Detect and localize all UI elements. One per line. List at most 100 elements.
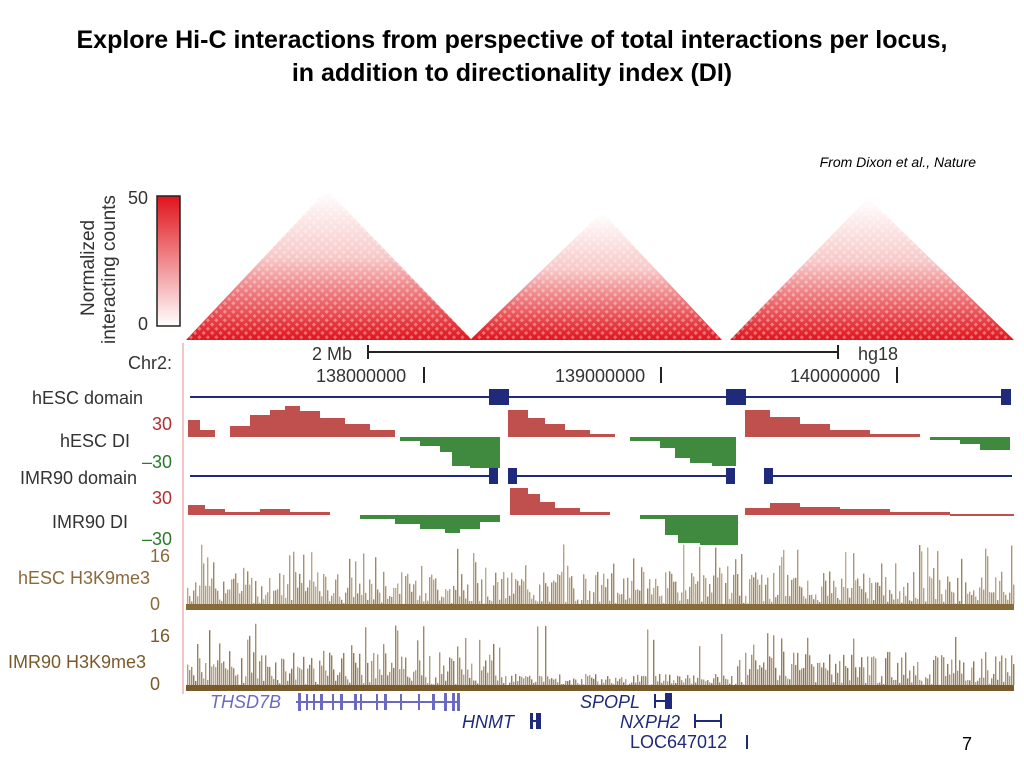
signal-bar bbox=[817, 663, 819, 685]
signal-bar bbox=[899, 682, 901, 685]
signal-bar bbox=[457, 646, 459, 685]
signal-bar bbox=[523, 581, 525, 604]
signal-bar bbox=[755, 660, 757, 685]
signal-bar bbox=[353, 653, 355, 685]
signal-bar bbox=[807, 580, 809, 604]
signal-bar bbox=[703, 575, 705, 604]
signal-bar bbox=[763, 662, 765, 685]
signal-bar bbox=[411, 680, 413, 685]
signal-bar bbox=[377, 589, 379, 604]
signal-bar bbox=[967, 679, 969, 685]
signal-bar bbox=[425, 593, 427, 604]
signal-bar bbox=[923, 588, 925, 604]
signal-bar bbox=[243, 567, 245, 604]
signal-bar bbox=[765, 584, 767, 604]
signal-bar bbox=[617, 592, 619, 604]
signal-bar bbox=[787, 574, 789, 604]
signal-bar bbox=[661, 682, 663, 685]
signal-bar bbox=[549, 679, 551, 685]
signal-bar bbox=[837, 672, 839, 685]
signal-bar bbox=[587, 599, 589, 604]
imr90-di-negative-1 bbox=[330, 515, 500, 533]
signal-bar bbox=[723, 675, 725, 685]
signal-bar bbox=[905, 652, 907, 685]
signal-bar bbox=[459, 596, 461, 604]
signal-bar bbox=[567, 681, 569, 685]
chrom-label: Chr2: bbox=[128, 353, 172, 373]
signal-bar bbox=[497, 582, 499, 604]
citation: From Dixon et al., Nature bbox=[819, 154, 976, 170]
signal-bar bbox=[303, 656, 305, 685]
signal-bar bbox=[693, 675, 695, 685]
signal-bar bbox=[705, 578, 707, 604]
signal-bar bbox=[369, 579, 371, 604]
signal-bar bbox=[895, 679, 897, 685]
signal-bar bbox=[515, 578, 517, 604]
signal-bar bbox=[729, 598, 731, 604]
signal-bar bbox=[761, 574, 763, 604]
signal-bar bbox=[647, 588, 649, 604]
signal-bar bbox=[301, 583, 303, 604]
signal-bar bbox=[749, 579, 751, 604]
signal-bar bbox=[759, 584, 761, 604]
signal-bar bbox=[801, 587, 803, 604]
signal-bar bbox=[519, 585, 521, 604]
signal-bar bbox=[685, 590, 687, 604]
signal-bar bbox=[405, 657, 407, 685]
signal-bar bbox=[413, 671, 415, 685]
signal-bar bbox=[657, 681, 659, 685]
signal-bar bbox=[635, 682, 637, 685]
signal-bar bbox=[445, 680, 447, 685]
signal-bar bbox=[209, 630, 211, 685]
signal-bar bbox=[1003, 681, 1005, 685]
signal-bar bbox=[743, 684, 745, 685]
signal-bar bbox=[727, 679, 729, 685]
signal-bar bbox=[927, 547, 929, 604]
signal-bar bbox=[773, 572, 775, 604]
signal-bar bbox=[405, 576, 407, 604]
signal-bar bbox=[967, 593, 969, 604]
signal-bar bbox=[623, 682, 625, 685]
signal-bar bbox=[421, 675, 423, 685]
signal-bar bbox=[673, 680, 675, 685]
signal-bar bbox=[821, 586, 823, 604]
signal-bar bbox=[999, 580, 1001, 604]
signal-bar bbox=[563, 544, 565, 604]
signal-bar bbox=[829, 571, 831, 604]
signal-bar bbox=[351, 577, 353, 604]
signal-bar bbox=[615, 677, 617, 685]
signal-bar bbox=[477, 583, 479, 604]
signal-bar bbox=[721, 573, 723, 604]
signal-bar bbox=[815, 682, 817, 685]
signal-bar bbox=[471, 663, 473, 685]
signal-bar bbox=[259, 661, 261, 685]
signal-bar bbox=[631, 580, 633, 604]
slide-title-line-2: in addition to directionality index (DI) bbox=[291, 59, 733, 87]
signal-bar bbox=[725, 678, 727, 685]
signal-bar bbox=[879, 586, 881, 604]
signal-bar bbox=[487, 596, 489, 604]
signal-bar bbox=[933, 567, 935, 604]
signal-bar bbox=[987, 556, 989, 604]
signal-bar bbox=[423, 601, 425, 604]
signal-bar bbox=[577, 683, 579, 685]
signal-bar bbox=[877, 582, 879, 604]
signal-bar bbox=[387, 675, 389, 685]
signal-bar bbox=[669, 674, 671, 685]
signal-bar bbox=[455, 589, 457, 604]
signal-bar bbox=[897, 662, 899, 685]
signal-bar bbox=[577, 599, 579, 604]
signal-bar bbox=[505, 676, 507, 685]
signal-bar bbox=[801, 668, 803, 685]
signal-bar bbox=[799, 670, 801, 685]
signal-bar bbox=[889, 651, 891, 685]
signal-bar bbox=[385, 653, 387, 685]
signal-bar bbox=[697, 677, 699, 685]
signal-bar bbox=[863, 573, 865, 604]
gene-model-thsd7b bbox=[296, 693, 460, 711]
signal-bar bbox=[451, 603, 453, 604]
signal-bar bbox=[247, 571, 249, 604]
signal-bar bbox=[285, 597, 287, 604]
signal-bar bbox=[531, 679, 533, 685]
signal-bar bbox=[365, 592, 367, 604]
